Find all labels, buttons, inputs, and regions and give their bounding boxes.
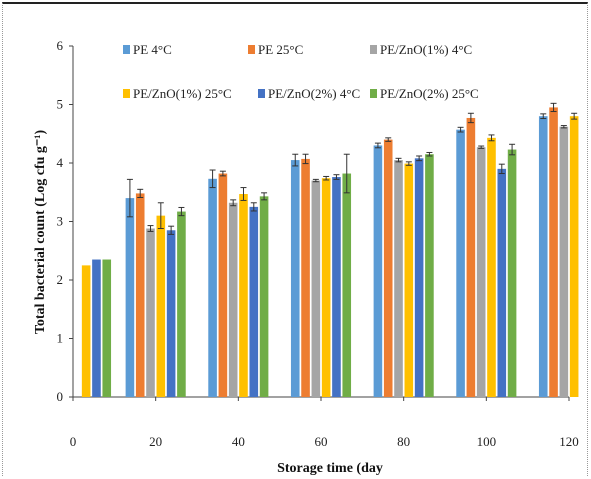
- bar-pe-zno-2-4-c-day-40: [249, 206, 259, 397]
- legend-label: PE/ZnO(1%) 4°C: [380, 42, 472, 57]
- bar-pe-zno-2-4-c-day-80: [414, 158, 424, 397]
- legend-swatch: [370, 89, 377, 98]
- y-axis-title: Total bacterial count (Log cfu g⁻¹): [33, 130, 48, 335]
- bar-pe-zno-1-25-c-day-0: [81, 265, 91, 397]
- bar-pe-25-c-day-20: [135, 193, 145, 397]
- bar-pe-zno-1-25-c-day-20: [156, 215, 166, 397]
- bar-pe-zno-2-25-c-day-0: [102, 259, 112, 397]
- bar-pe-4-c-day-120: [538, 116, 548, 397]
- legend-swatch: [123, 45, 130, 54]
- bar-pe-zno-2-4-c-day-100: [497, 168, 507, 397]
- x-tick-label: 120: [559, 434, 579, 449]
- y-tick-label: 1: [57, 331, 64, 346]
- x-tick-label: 100: [477, 434, 497, 449]
- bar-pe-zno-1-25-c-day-80: [404, 163, 414, 397]
- y-tick-label: 4: [57, 155, 64, 170]
- legend-label: PE/ZnO(2%) 4°C: [268, 86, 360, 101]
- bar-pe-4-c-day-60: [290, 160, 300, 397]
- bar-pe-zno-2-25-c-day-40: [259, 196, 269, 397]
- bar-pe-zno-2-25-c-day-60: [342, 173, 352, 397]
- bar-pe-25-c-day-120: [549, 107, 558, 398]
- bar-pe-4-c-day-20: [125, 198, 135, 397]
- bar-pe-zno-1-4-c-day-120: [559, 126, 569, 397]
- legend-swatch: [370, 45, 377, 54]
- legend-swatch: [123, 89, 130, 98]
- bar-pe-25-c-day-40: [218, 173, 228, 397]
- bar-pe-zno-2-4-c-day-20: [166, 230, 176, 397]
- y-tick-label: 5: [57, 97, 64, 112]
- x-axis-title: Storage time (day: [277, 461, 383, 476]
- y-tick-label: 6: [57, 38, 64, 53]
- bar-pe-25-c-day-80: [383, 139, 393, 397]
- bar-pe-25-c-day-60: [301, 158, 310, 397]
- legend-swatch: [248, 45, 255, 54]
- bar-pe-zno-2-25-c-day-100: [507, 149, 517, 397]
- legend-label: PE/ZnO(1%) 25°C: [133, 86, 232, 101]
- bar-pe-zno-2-4-c-day-60: [332, 177, 341, 397]
- x-tick-label: 20: [149, 434, 162, 449]
- x-tick-label: 60: [315, 434, 328, 449]
- y-tick-label: 2: [57, 272, 64, 287]
- bar-pe-25-c-day-100: [466, 117, 476, 397]
- bar-pe-4-c-day-40: [208, 178, 217, 397]
- bar-pe-zno-1-4-c-day-100: [476, 147, 486, 397]
- legend-swatch: [258, 89, 265, 98]
- bar-pe-zno-2-25-c-day-20: [177, 211, 186, 397]
- y-tick-label: 3: [57, 214, 64, 229]
- bar-pe-zno-2-25-c-day-80: [425, 154, 434, 397]
- bar-pe-4-c-day-80: [373, 145, 383, 397]
- legend-label: PE 25°C: [258, 42, 303, 57]
- bar-pe-zno-1-4-c-day-20: [146, 228, 155, 397]
- x-tick-label: 40: [232, 434, 245, 449]
- legend-label: PE/ZnO(2%) 25°C: [380, 86, 479, 101]
- bar-pe-zno-1-25-c-day-100: [487, 137, 496, 397]
- y-tick-label: 0: [57, 389, 64, 404]
- bar-pe-zno-2-4-c-day-0: [92, 259, 101, 397]
- legend-label: PE 4°C: [133, 42, 172, 57]
- bar-pe-zno-1-25-c-day-40: [239, 194, 248, 397]
- bar-pe-zno-1-25-c-day-120: [569, 116, 579, 397]
- bar-pe-zno-1-4-c-day-80: [394, 160, 403, 397]
- bar-pe-zno-1-4-c-day-40: [228, 202, 238, 397]
- bar-pe-zno-1-25-c-day-60: [321, 178, 331, 397]
- bar-pe-zno-1-4-c-day-60: [311, 180, 321, 397]
- x-tick-label: 80: [397, 434, 410, 449]
- x-tick-label: 0: [70, 434, 77, 449]
- bar-pe-4-c-day-100: [456, 129, 465, 397]
